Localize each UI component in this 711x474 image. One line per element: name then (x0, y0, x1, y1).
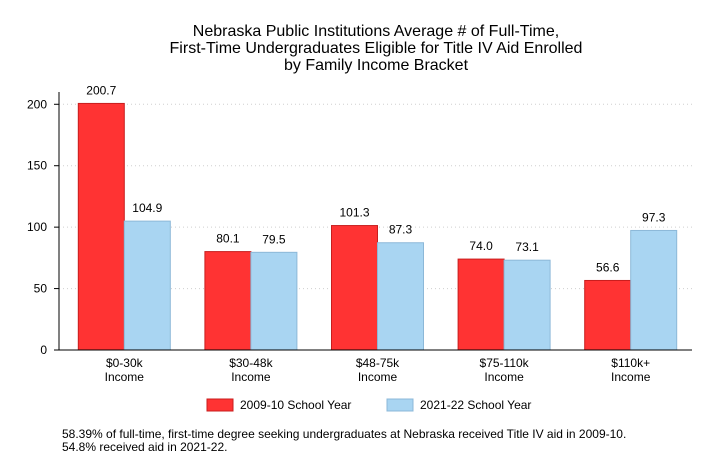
chart-title-line: First-Time Undergraduates Eligible for T… (170, 40, 583, 57)
y-tick-label: 200 (27, 97, 47, 111)
x-tick-label-sub: Income (611, 370, 651, 384)
chart-title-line: by Family Income Bracket (284, 57, 469, 74)
bar-series-2 (503, 259, 551, 351)
data-label: 79.5 (262, 232, 286, 246)
bar-series-2 (377, 242, 424, 351)
x-tick-label: $110k+ (611, 356, 650, 370)
x-tick-label-sub: Income (231, 370, 271, 384)
y-tick-label: 100 (27, 220, 47, 234)
bar-series-1 (331, 225, 378, 351)
y-tick-label: 0 (40, 343, 47, 357)
legend: 2009-10 School Year 2021-22 School Year (206, 398, 531, 412)
y-tick-label: 50 (34, 282, 48, 296)
legend-label: 2009-10 School Year (240, 398, 351, 412)
x-tick-label-sub: Income (105, 370, 145, 384)
footnote: 58.39% of full-time, first-time degree s… (62, 427, 627, 454)
data-label: 73.1 (515, 240, 539, 254)
data-label: 56.6 (596, 260, 620, 274)
x-tick-label: $30-48k (229, 356, 273, 370)
y-tick-label: 150 (27, 159, 47, 173)
data-label: 104.9 (132, 201, 162, 215)
bar-series-1 (77, 102, 125, 351)
data-label: 80.1 (216, 232, 240, 246)
x-tick-label: $0-30k (106, 356, 144, 370)
x-tick-label-sub: Income (358, 370, 398, 384)
bar-series-1 (584, 279, 632, 351)
x-tick-label-sub: Income (484, 370, 524, 384)
chart-title: Nebraska Public Institutions Average # o… (170, 23, 583, 74)
data-label: 97.3 (642, 210, 666, 224)
x-tick-label: $48-75k (356, 356, 400, 370)
data-label: 74.0 (469, 239, 493, 253)
x-tick-label: $75-110k (480, 356, 530, 370)
bar-series-1 (204, 251, 252, 351)
legend-label: 2021-22 School Year (420, 398, 531, 412)
bar-series-1 (457, 258, 505, 351)
bar-series-2 (123, 220, 171, 351)
bar-series-2 (250, 251, 298, 351)
legend-swatch (206, 398, 234, 412)
data-label: 87.3 (389, 223, 413, 237)
bar-series-2 (630, 229, 678, 351)
legend-swatch (386, 398, 414, 412)
data-label: 200.7 (86, 83, 116, 97)
axes (58, 92, 692, 351)
bars (77, 102, 678, 351)
data-label: 101.3 (339, 206, 369, 220)
chart-title-line: Nebraska Public Institutions Average # o… (193, 23, 559, 40)
